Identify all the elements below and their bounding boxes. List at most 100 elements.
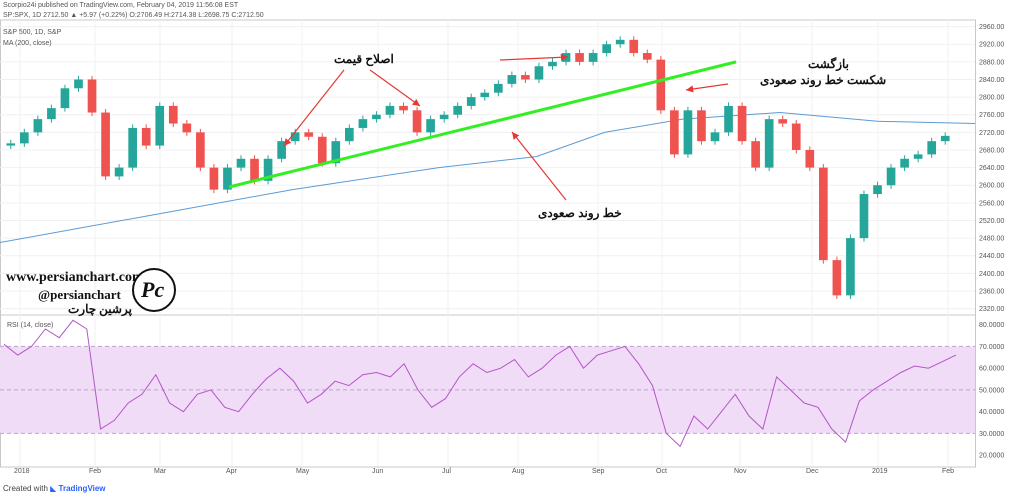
candle [859,190,869,242]
candle-body [927,141,937,155]
candle [764,115,774,172]
candle [575,49,584,66]
rsi-tick-label: 80.0000 [979,322,1004,329]
price-tick-label: 2360.00 [979,288,1004,295]
candle [615,36,625,48]
candle-body [588,53,598,62]
candle [778,115,788,128]
candle-body [913,154,923,159]
price-tick-label: 2680.00 [979,147,1004,154]
candle [697,106,706,145]
rsi-indicator-label[interactable]: RSI (14, close) [7,322,54,329]
candle-body [710,132,720,142]
time-tick-label: Aug [512,468,525,475]
candle-body [615,39,625,45]
candle-body [764,119,774,168]
candle [141,124,151,150]
candle [372,111,381,123]
candle [751,137,760,172]
candle [87,75,97,117]
candle-body [345,127,354,142]
candle-body [670,110,679,155]
price-tick-label: 2720.00 [979,130,1004,137]
candle-body [101,112,110,177]
rsi-tick-label: 40.0000 [979,409,1004,416]
candle-body [182,123,192,133]
candle [683,106,693,158]
time-tick-label: 2019 [872,468,888,475]
time-tick-label: Nov [734,468,747,475]
time-tick-label: Mar [154,468,167,475]
candle [819,164,828,264]
candle [521,71,530,84]
footer-tradingview-link[interactable]: TradingView [58,484,106,493]
candle [345,124,354,145]
candle-body [114,167,124,177]
watermark-handle: @persianchart [38,287,121,302]
candle-body [209,167,219,190]
candle-body [141,127,151,146]
return-label: بازگشت [808,57,849,71]
price-tick-label: 2600.00 [979,183,1004,190]
symbol-line[interactable]: S&P 500, 1D, S&P [3,29,62,36]
candle [155,102,165,150]
candle [168,102,178,128]
candle [223,164,232,194]
price-tick-label: 2840.00 [979,77,1004,84]
candle [846,234,855,299]
candle [886,164,896,189]
price-tick-label: 2400.00 [979,271,1004,278]
candle-body [629,39,639,54]
candle [534,62,544,84]
candle-body [453,105,463,115]
candle-body [47,108,56,120]
candle [791,120,801,154]
candle [466,93,476,110]
candle [263,155,273,185]
candle [737,102,747,145]
time-tick-label: Sep [592,468,605,475]
candle-body [168,105,178,124]
candle-body [778,119,788,124]
candle [453,102,463,119]
annotation-arrow [499,53,569,61]
candle [60,84,70,112]
candle [101,109,110,180]
candle-body [751,141,760,168]
candle-body [724,105,733,133]
candle [927,137,937,158]
candle [439,111,449,123]
rsi-line [3,319,957,448]
candle-body [60,88,70,109]
quote-line: SP:SPX, 1D 2712.50 ▲ +5.97 (+0.22%) O:27… [3,12,264,19]
candle-body [223,167,232,190]
annotation-arrow [283,69,345,147]
candle-body [737,105,747,142]
candle [900,155,909,172]
candle [913,150,923,163]
candle-body [74,79,83,89]
time-tick-label: May [296,468,310,475]
candle [47,104,56,123]
candle-body [155,105,165,146]
persianchart-logo: Pc [132,268,176,312]
candle [602,40,611,57]
footer-created-with: Created with [3,484,48,493]
candle-body [575,53,584,62]
candle-body [846,238,855,296]
candle-body [697,110,706,142]
annotation-arrow [685,83,729,93]
candle [670,106,679,158]
price-tick-label: 2640.00 [979,165,1004,172]
candle [277,137,286,163]
candle-body [873,185,882,195]
price-tick-label: 2520.00 [979,218,1004,225]
candle-body [87,79,97,113]
tradingview-logo-icon: ◣ [50,484,57,493]
ma-indicator-label[interactable]: MA (200, close) [3,40,52,47]
plot-frame [0,19,976,468]
candle [33,115,43,136]
watermark-name: پرشین چارت [68,302,132,316]
annotation-arrow [369,69,421,107]
candle-body [196,132,205,168]
